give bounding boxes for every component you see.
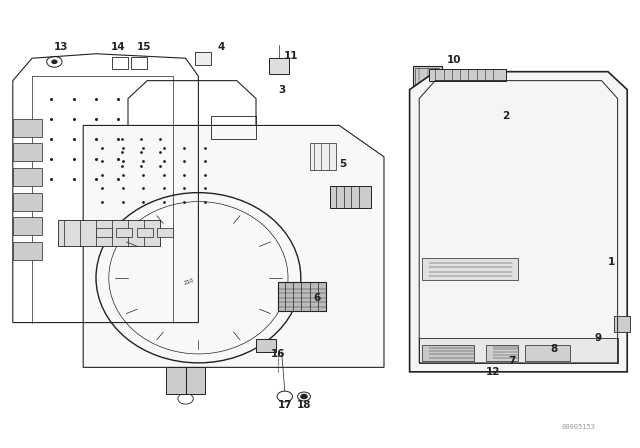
Text: 7: 7 [508,356,516,366]
FancyBboxPatch shape [614,316,630,332]
Text: 9: 9 [595,333,602,343]
FancyBboxPatch shape [256,339,276,352]
Text: 5: 5 [339,159,346,168]
FancyBboxPatch shape [195,52,211,65]
Text: 13: 13 [54,42,68,52]
Ellipse shape [301,394,307,399]
Text: 12: 12 [486,367,500,377]
Ellipse shape [572,315,580,321]
Text: 11: 11 [284,51,298,61]
Text: 8: 8 [550,345,557,354]
Text: 2: 2 [502,112,509,121]
FancyBboxPatch shape [137,228,153,237]
FancyBboxPatch shape [422,258,518,280]
FancyBboxPatch shape [166,367,205,394]
FancyBboxPatch shape [278,282,326,311]
FancyBboxPatch shape [116,228,132,237]
Text: 3: 3 [278,85,285,95]
FancyBboxPatch shape [13,168,42,186]
FancyBboxPatch shape [13,217,42,235]
FancyBboxPatch shape [310,143,336,170]
Text: 15: 15 [137,42,151,52]
FancyBboxPatch shape [13,193,42,211]
Text: 14: 14 [111,42,125,52]
Ellipse shape [52,60,57,64]
FancyBboxPatch shape [422,345,474,361]
Text: 18: 18 [297,401,311,410]
FancyBboxPatch shape [419,338,618,363]
Text: 1: 1 [607,257,615,267]
FancyBboxPatch shape [330,186,371,208]
Text: 10: 10 [447,56,461,65]
FancyBboxPatch shape [13,242,42,260]
PathPatch shape [83,125,384,367]
FancyBboxPatch shape [96,228,112,237]
FancyBboxPatch shape [13,119,42,137]
Text: 6: 6 [313,293,321,303]
FancyBboxPatch shape [13,143,42,161]
FancyBboxPatch shape [413,66,442,85]
FancyBboxPatch shape [269,58,289,74]
Text: 00005153: 00005153 [561,424,595,430]
FancyBboxPatch shape [525,345,570,361]
FancyBboxPatch shape [58,220,160,246]
FancyBboxPatch shape [157,228,173,237]
FancyBboxPatch shape [429,69,506,81]
Text: 16: 16 [271,349,285,359]
Text: 17: 17 [278,401,292,410]
Text: 4: 4 [217,42,225,52]
FancyBboxPatch shape [486,345,518,361]
Text: 210: 210 [183,278,195,286]
PathPatch shape [410,72,627,372]
